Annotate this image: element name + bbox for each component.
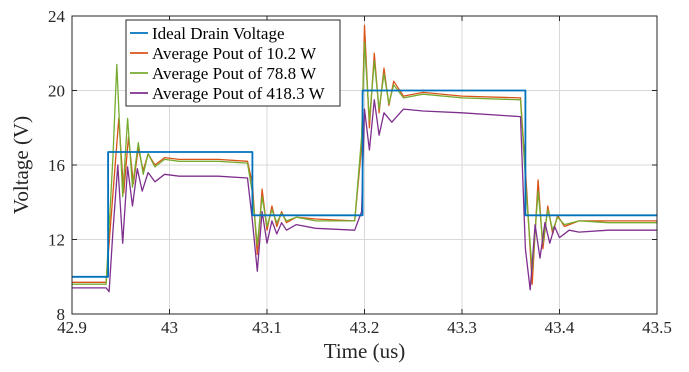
y-tick-labels: 8 12 16 20 24 <box>48 7 66 324</box>
series-line-average-pout-of-418-3-w <box>72 99 657 293</box>
x-axis-title: Time (us) <box>324 339 406 363</box>
legend-label: Ideal Drain Voltage <box>152 24 285 43</box>
y-tick-label: 12 <box>48 231 65 250</box>
x-tick-label: 43.5 <box>642 318 672 337</box>
x-tick-label: 43.2 <box>350 318 380 337</box>
legend-label: Average Pout of 418.3 W <box>152 84 326 103</box>
x-tick-label: 43.1 <box>252 318 282 337</box>
legend-label: Average Pout of 10.2 W <box>152 44 317 63</box>
x-tick-label: 43 <box>161 318 178 337</box>
x-tick-label: 42.9 <box>57 318 87 337</box>
series-line-ideal-drain-voltage <box>72 89 657 278</box>
y-tick-label: 20 <box>48 82 65 101</box>
legend-label: Average Pout of 78.8 W <box>152 64 317 83</box>
legend-box <box>125 19 341 107</box>
y-tick-label: 8 <box>57 305 66 324</box>
y-tick-label: 24 <box>48 7 66 26</box>
x-tick-label: 43.3 <box>447 318 477 337</box>
series-layer <box>72 24 657 293</box>
x-tick-label: 43.4 <box>545 318 575 337</box>
y-tick-label: 16 <box>48 156 65 175</box>
tick-marks <box>71 15 658 315</box>
x-tick-labels: 42.9 43 43.1 43.2 43.3 43.4 43.5 <box>57 318 672 337</box>
series-line-average-pout-of-78-8-w <box>72 41 657 285</box>
y-axis-title: Voltage (V) <box>9 116 33 214</box>
